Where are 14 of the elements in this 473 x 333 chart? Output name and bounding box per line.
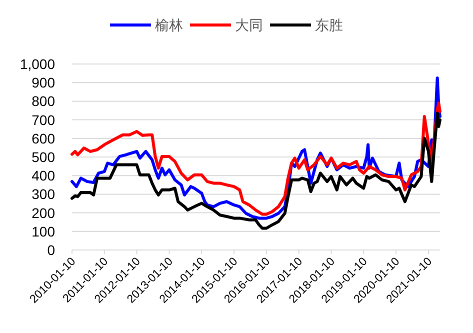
legend-label: 榆林 [155,17,183,33]
y-tick-label: 700 [32,112,56,128]
legend-label: 东胜 [315,17,343,33]
y-tick-label: 300 [32,186,56,202]
y-tick-label: 400 [32,168,56,184]
y-tick-label: 800 [32,93,56,110]
y-tick-label: 500 [32,149,56,165]
y-tick-label: 900 [32,74,56,91]
y-tick-label: 1,000 [20,56,56,72]
y-tick-label: 200 [32,204,56,221]
y-tick-label: 600 [32,130,56,146]
legend-label: 大同 [235,17,263,33]
y-tick-label: 0 [47,242,56,258]
y-tick-label: 100 [32,223,56,240]
